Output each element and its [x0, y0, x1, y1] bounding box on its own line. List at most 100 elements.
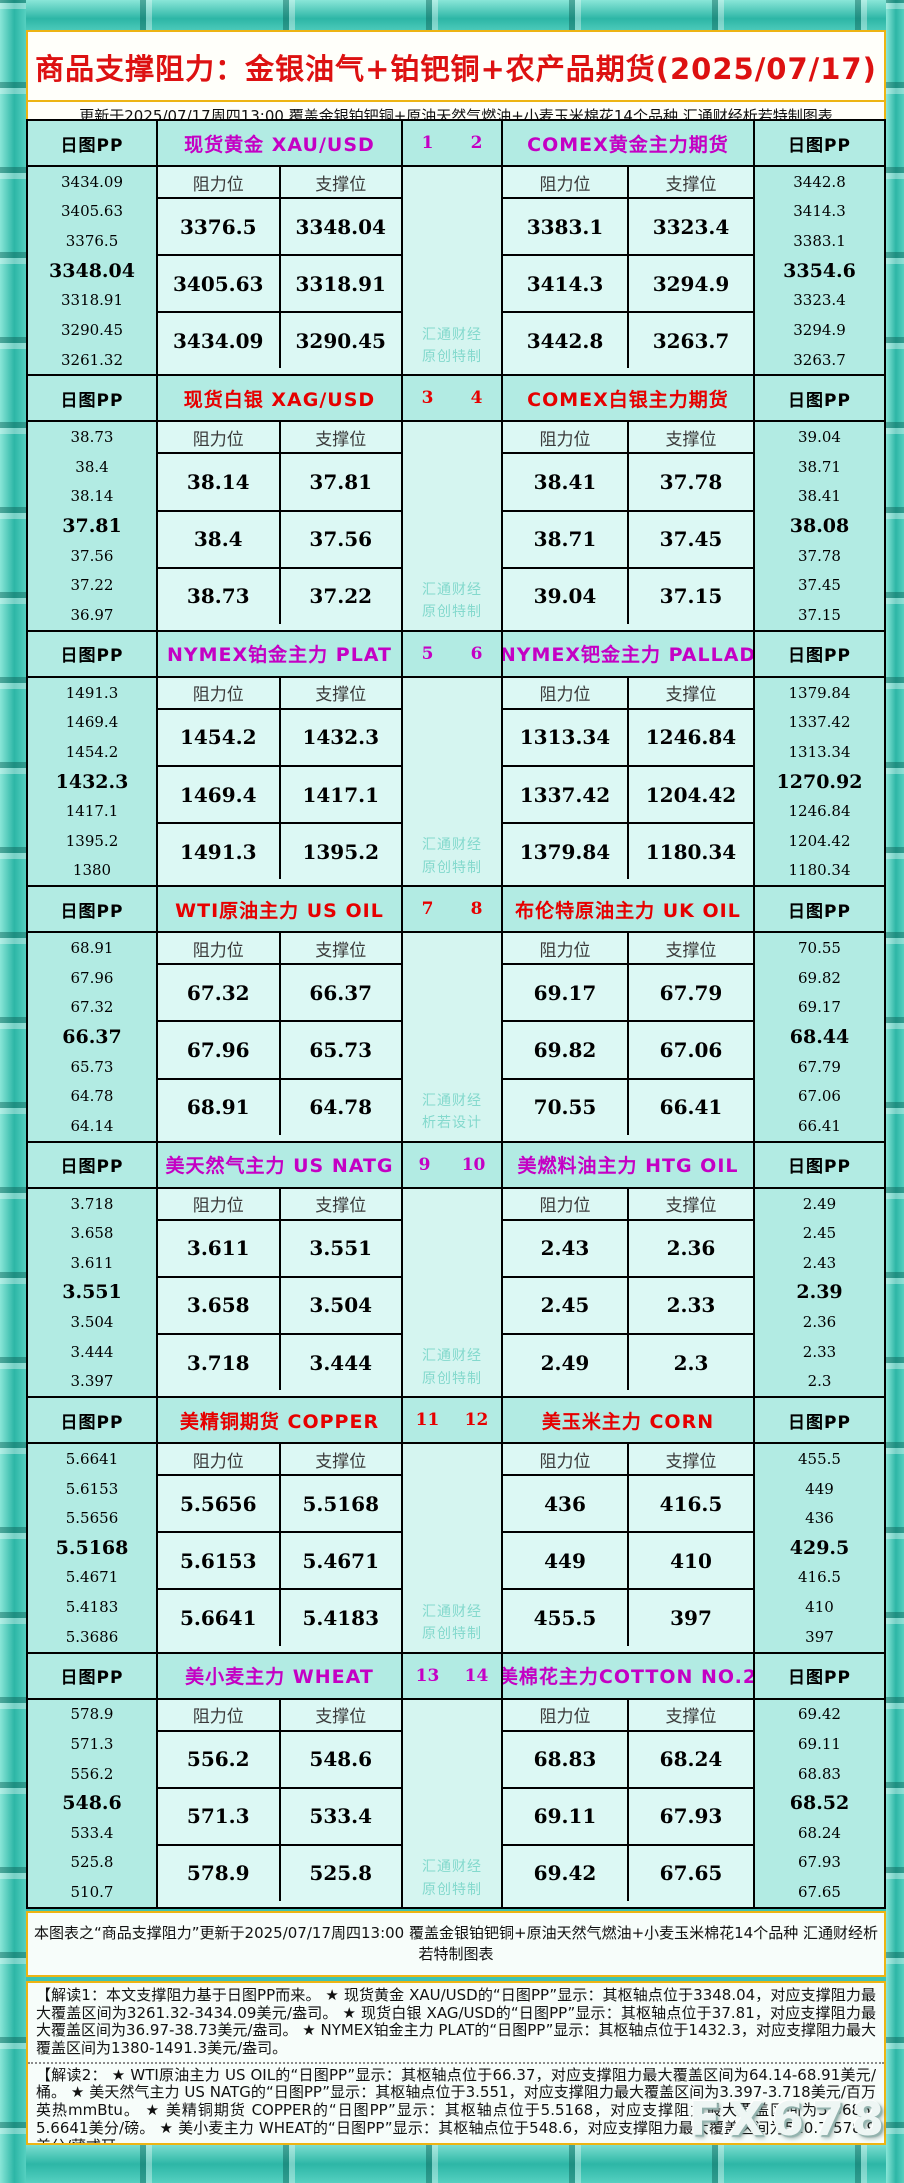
resistance-value: 436 — [503, 1476, 627, 1532]
pp-column-right: 3442.8 3414.3 3383.1 3354.6 3323.4 3294.9 3263… — [755, 167, 884, 375]
pp-value: 38.41 — [798, 487, 841, 506]
watermark-cell: 汇通财经 原创特制 — [403, 677, 501, 886]
pair-number-right: 8 — [470, 899, 483, 920]
resistance-value: 2.45 — [503, 1277, 627, 1333]
pair-number-right: 14 — [464, 1665, 489, 1686]
support-value: 67.65 — [629, 1845, 753, 1901]
resistance-value: 38.41 — [503, 454, 627, 510]
resistance-header: 阻力位 — [503, 1699, 627, 1730]
pp-value: 571.3 — [70, 1734, 114, 1753]
pp-value: 3383.1 — [793, 232, 846, 251]
support-value: 1395.2 — [280, 824, 401, 880]
support-value: 65.73 — [280, 1022, 401, 1078]
pp-pivot-value: 68.52 — [789, 1792, 850, 1815]
pp-value: 397 — [805, 1627, 834, 1646]
pp-value: 3376.5 — [65, 232, 119, 251]
pp-value: 67.06 — [798, 1087, 841, 1106]
table-row: 2.45 2.33 — [503, 1277, 753, 1333]
pp-pivot-value: 37.81 — [62, 515, 122, 538]
resistance-support-table-left: 阻力位 支撑位 3376.5 3348.04 3405.63 3318.91 3434.09… — [158, 167, 401, 375]
pp-value: 5.4183 — [65, 1598, 119, 1617]
support-value: 1246.84 — [629, 709, 753, 765]
resistance-header: 阻力位 — [503, 422, 627, 453]
table-row: 3376.5 3348.04 — [158, 199, 401, 255]
pp-label-left: 日图PP — [28, 121, 156, 165]
support-value: 3348.04 — [280, 199, 401, 255]
pp-value: 3294.9 — [793, 320, 846, 339]
support-value: 37.81 — [280, 454, 401, 510]
pp-value: 5.6153 — [65, 1479, 119, 1498]
resistance-header: 阻力位 — [158, 1699, 279, 1730]
resistance-value: 69.17 — [503, 965, 627, 1021]
support-header: 支撑位 — [629, 167, 753, 197]
pp-value: 1337.42 — [788, 713, 851, 732]
table-row: 38.73 37.22 — [158, 568, 401, 624]
pp-pivot-value: 38.08 — [789, 515, 850, 538]
note-jiedu2: 【解读2： ★ WTI原油主力 US OIL的“日图PP”显示：其枢轴点位于66… — [36, 2065, 876, 2143]
pp-value: 5.5656 — [65, 1509, 119, 1528]
resistance-support-table-right: 阻力位 支撑位 2.43 2.36 2.45 2.33 2.49 2.3 — [503, 1188, 753, 1397]
support-value: 67.79 — [629, 965, 753, 1021]
resistance-value: 1469.4 — [158, 766, 279, 823]
pp-value: 65.73 — [70, 1057, 114, 1076]
pp-column-left: 3434.09 3405.63 3376.5 3348.04 3318.91 3290.4… — [28, 167, 156, 375]
resistance-value: 571.3 — [158, 1788, 279, 1844]
support-value: 3.444 — [280, 1334, 401, 1391]
pp-pivot-value: 5.5168 — [55, 1536, 129, 1559]
resistance-header: 阻力位 — [158, 167, 279, 197]
pp-value: 2.43 — [802, 1253, 837, 1272]
support-value: 3.504 — [280, 1277, 401, 1333]
pp-value: 3.504 — [70, 1313, 114, 1331]
support-value: 68.24 — [629, 1731, 753, 1787]
pp-pivot-value: 3348.04 — [49, 259, 135, 282]
table-row: 67.32 66.37 — [158, 965, 401, 1021]
resistance-value: 3.718 — [158, 1334, 279, 1391]
resistance-value: 2.43 — [503, 1220, 627, 1276]
pp-value: 1180.34 — [788, 861, 851, 880]
watermark-line1: 汇通财经 — [422, 326, 482, 343]
blocks: 日图PP 现货黄金 XAU/USD 1 2 COMEX黄金主力期货 日图PP 3434.09… — [26, 119, 886, 1909]
resistance-value: 68.91 — [158, 1079, 279, 1135]
support-value: 3323.4 — [629, 199, 753, 255]
table-row: 436 416.5 — [503, 1476, 753, 1532]
support-header: 支撑位 — [629, 422, 753, 453]
resistance-header: 阻力位 — [503, 677, 627, 708]
resistance-value: 69.82 — [503, 1022, 627, 1078]
table-row: 38.14 37.81 — [158, 454, 401, 510]
pp-pivot-value: 68.44 — [789, 1025, 850, 1048]
support-header: 支撑位 — [629, 1188, 753, 1219]
pp-value: 36.97 — [70, 605, 114, 624]
support-value: 66.41 — [629, 1079, 753, 1135]
pp-column-right: 455.5 449 436 429.5 416.5 410 397 — [755, 1444, 884, 1652]
resistance-support-table-left: 阻力位 支撑位 67.32 66.37 67.96 65.73 68.91 64.78 — [158, 933, 401, 1141]
support-value: 3263.7 — [629, 313, 753, 369]
pp-label-right: 日图PP — [755, 121, 884, 165]
support-header: 支撑位 — [629, 677, 753, 708]
resistance-value: 70.55 — [503, 1079, 627, 1135]
pp-value: 2.33 — [802, 1342, 837, 1361]
resistance-header: 阻力位 — [503, 933, 627, 964]
pp-value: 2.3 — [807, 1372, 832, 1391]
huitong-watermark: 汇通财经 原创特制 — [422, 1601, 482, 1646]
support-value: 2.33 — [629, 1277, 753, 1333]
resistance-support-table-right: 阻力位 支撑位 3383.1 3323.4 3414.3 3294.9 3442.8 3263… — [503, 167, 753, 375]
resistance-value: 3383.1 — [503, 199, 627, 255]
support-value: 5.5168 — [280, 1476, 401, 1532]
pair-number-left: 7 — [421, 899, 434, 920]
table-row: 3.718 3.444 — [158, 1334, 401, 1391]
pp-value: 67.93 — [798, 1853, 841, 1872]
table-row: 69.42 67.65 — [503, 1845, 753, 1901]
pp-value: 3.611 — [70, 1253, 114, 1272]
tile-strip-right — [886, 0, 904, 2183]
pp-value: 5.4671 — [65, 1568, 119, 1587]
resistance-value: 69.42 — [503, 1845, 627, 1901]
pp-value: 3.658 — [70, 1224, 114, 1243]
watermark-line2: 原创特制 — [422, 859, 482, 876]
watermark-line2: 原创特制 — [422, 1881, 482, 1898]
resistance-value: 69.11 — [503, 1788, 627, 1844]
pp-column-right: 70.55 69.82 69.17 68.44 67.79 67.06 66.41 — [755, 933, 884, 1141]
pp-value: 37.45 — [798, 576, 841, 595]
pp-value: 38.14 — [70, 487, 114, 506]
